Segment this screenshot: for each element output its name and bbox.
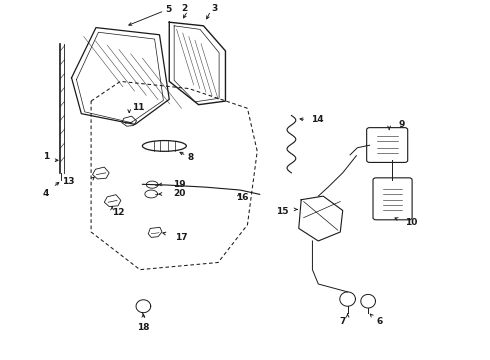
Ellipse shape [143,140,186,151]
Text: 20: 20 [173,189,186,198]
Polygon shape [148,227,162,237]
Text: 8: 8 [187,153,194,162]
Text: 12: 12 [112,208,124,217]
Text: 11: 11 [132,103,145,112]
Text: 1: 1 [43,152,49,161]
Text: 14: 14 [311,115,323,124]
Text: 17: 17 [175,233,188,242]
Text: 13: 13 [62,177,74,186]
Text: 6: 6 [376,317,383,326]
Text: 18: 18 [137,323,149,332]
Text: 9: 9 [398,120,405,129]
Text: 19: 19 [173,180,186,189]
Text: 5: 5 [166,5,172,14]
FancyBboxPatch shape [373,178,412,220]
FancyBboxPatch shape [367,128,408,162]
Text: 2: 2 [181,4,188,13]
Polygon shape [104,195,121,207]
Text: 15: 15 [276,207,289,216]
Text: 7: 7 [340,317,346,326]
Polygon shape [122,116,137,126]
Text: 10: 10 [405,218,417,227]
Text: 16: 16 [236,193,249,202]
Text: 3: 3 [211,4,218,13]
Text: 4: 4 [43,189,49,198]
Polygon shape [93,167,109,179]
